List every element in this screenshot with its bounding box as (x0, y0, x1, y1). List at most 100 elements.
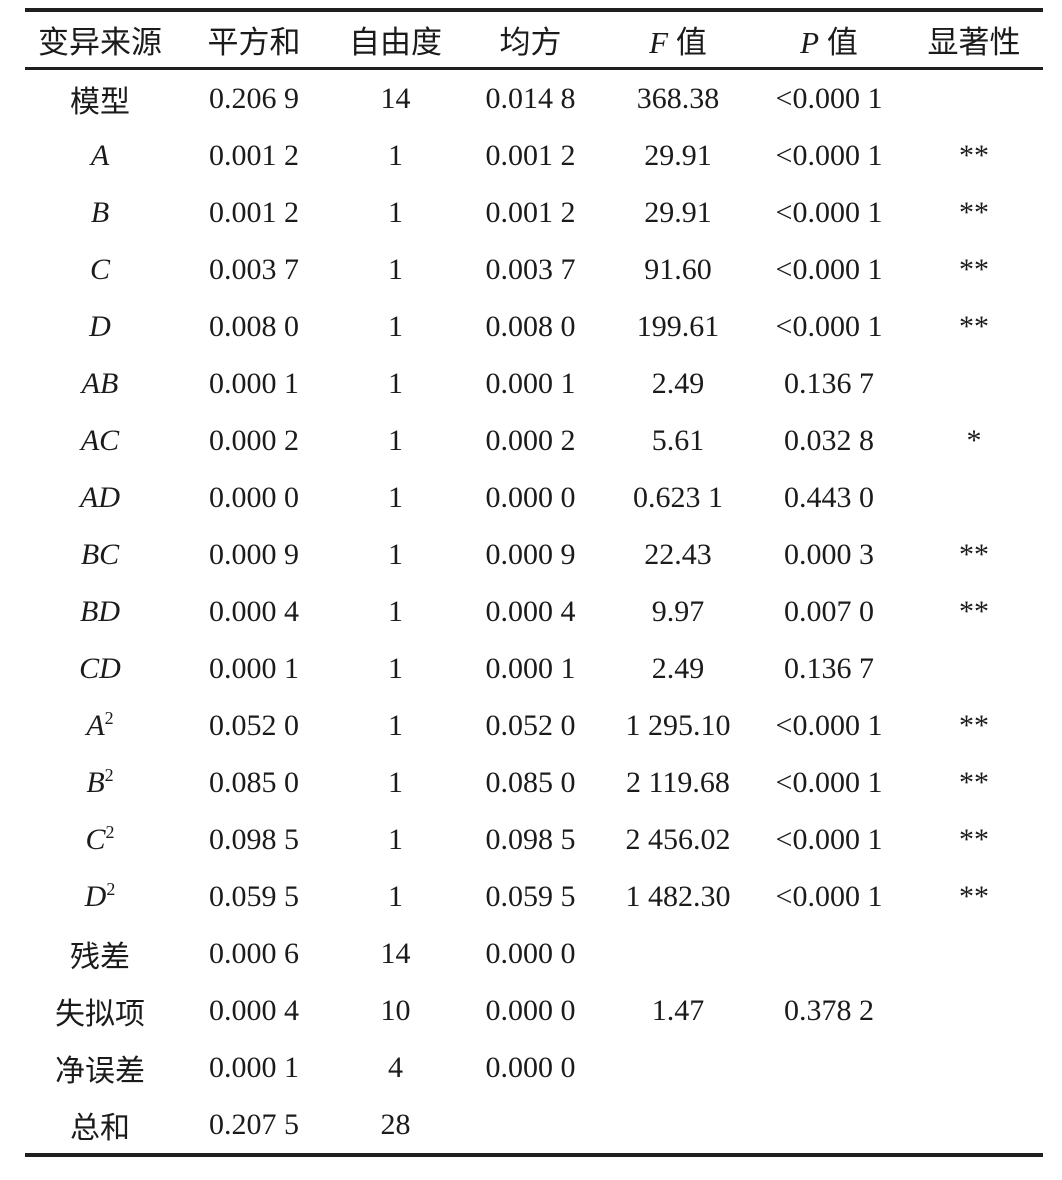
cell-p-value: 0.000 3 (784, 537, 874, 571)
cell-source: 模型 (70, 85, 130, 119)
cell-sum-of-squares: 0.052 0 (209, 708, 299, 742)
cell-source: 失拟项 (55, 997, 145, 1031)
cell-degrees-of-freedom: 1 (388, 822, 403, 856)
cell-degrees-of-freedom: 10 (380, 993, 411, 1027)
cell-mean-square: 0.052 0 (485, 708, 576, 742)
cell-significance: ** (959, 195, 989, 229)
cell-p-value: <0.000 1 (775, 309, 883, 343)
cell-mean-square: 0.000 0 (485, 1050, 576, 1084)
cell-source: AD (80, 480, 120, 514)
table-row: 失拟项 0.000 4 10 0.000 0 1.47 0.378 2 (25, 982, 1043, 1039)
cell-mean-square: 0.000 0 (485, 993, 576, 1027)
header-p-value: P 值 (753, 10, 905, 70)
anova-table: 变异来源 平方和 自由度 均方 F 值 P 值 显著性 模型 0.206 9 1… (25, 8, 1043, 1157)
table-row: 净误差 0.000 1 4 0.000 0 (25, 1039, 1043, 1096)
cell-f-value: 1 482.30 (625, 879, 731, 913)
cell-p-value (753, 1039, 905, 1096)
table-body: 模型 0.206 9 14 0.014 8 368.38 <0.000 1 A … (25, 69, 1043, 1156)
cell-mean-square (458, 1096, 603, 1155)
cell-mean-square: 0.000 4 (485, 594, 576, 628)
cell-p-value: <0.000 1 (775, 195, 883, 229)
cell-degrees-of-freedom: 1 (388, 480, 403, 514)
cell-f-value (603, 1039, 753, 1096)
cell-p-value: <0.000 1 (775, 252, 883, 286)
cell-sum-of-squares: 0.000 1 (209, 366, 299, 400)
cell-source: 净误差 (55, 1054, 145, 1088)
cell-source: AB (81, 366, 119, 400)
table-row: D2 0.059 5 1 0.059 5 1 482.30 <0.000 1 *… (25, 868, 1043, 925)
table-row: D 0.008 0 1 0.008 0 199.61 <0.000 1 ** (25, 298, 1043, 355)
table-row: 残差 0.000 6 14 0.000 0 (25, 925, 1043, 982)
cell-sum-of-squares: 0.001 2 (209, 195, 299, 229)
cell-p-value: 0.136 7 (784, 651, 874, 685)
cell-sum-of-squares: 0.207 5 (209, 1107, 299, 1141)
cell-p-value: <0.000 1 (775, 81, 883, 115)
cell-f-value: 2.49 (651, 366, 705, 400)
table-row: BD 0.000 4 1 0.000 4 9.97 0.007 0 ** (25, 583, 1043, 640)
cell-significance (905, 982, 1043, 1039)
cell-significance: ** (959, 594, 989, 628)
cell-mean-square: 0.000 0 (485, 936, 576, 970)
cell-mean-square: 0.014 8 (485, 81, 576, 115)
cell-significance: ** (959, 879, 989, 913)
cell-source: D2 (84, 878, 116, 913)
cell-significance (905, 1039, 1043, 1096)
cell-p-value: 0.136 7 (784, 366, 874, 400)
cell-f-value (603, 925, 753, 982)
cell-f-value: 22.43 (644, 537, 712, 571)
cell-f-value: 2.49 (651, 651, 705, 685)
cell-significance: * (966, 423, 982, 457)
cell-sum-of-squares: 0.000 2 (209, 423, 299, 457)
cell-f-value: 29.91 (644, 195, 712, 229)
cell-mean-square: 0.000 0 (485, 480, 576, 514)
cell-degrees-of-freedom: 14 (380, 81, 411, 115)
cell-mean-square: 0.003 7 (485, 252, 576, 286)
cell-p-value: <0.000 1 (775, 765, 883, 799)
cell-f-value: 5.61 (651, 423, 705, 457)
anova-table-header: 变异来源 平方和 自由度 均方 F 值 P 值 显著性 (25, 10, 1043, 70)
header-mean-square: 均方 (458, 10, 603, 70)
table-row: C 0.003 7 1 0.003 7 91.60 <0.000 1 ** (25, 241, 1043, 298)
cell-source: C (89, 252, 110, 286)
cell-source: B (90, 195, 110, 229)
cell-source: B2 (86, 764, 114, 799)
header-sum-of-squares: 平方和 (175, 10, 333, 70)
cell-sum-of-squares: 0.008 0 (209, 309, 299, 343)
cell-p-value (753, 1096, 905, 1155)
table-row: AB 0.000 1 1 0.000 1 2.49 0.136 7 (25, 355, 1043, 412)
cell-f-value: 29.91 (644, 138, 712, 172)
cell-degrees-of-freedom: 4 (388, 1050, 403, 1084)
cell-degrees-of-freedom: 14 (380, 936, 411, 970)
cell-mean-square: 0.098 5 (485, 822, 576, 856)
cell-f-value: 0.623 1 (633, 480, 723, 514)
table-row: BC 0.000 9 1 0.000 9 22.43 0.000 3 ** (25, 526, 1043, 583)
cell-p-value: 0.032 8 (784, 423, 874, 457)
cell-significance (905, 925, 1043, 982)
cell-sum-of-squares: 0.059 5 (209, 879, 299, 913)
table-row: C2 0.098 5 1 0.098 5 2 456.02 <0.000 1 *… (25, 811, 1043, 868)
cell-p-value: 0.378 2 (784, 993, 874, 1027)
cell-degrees-of-freedom: 1 (388, 195, 403, 229)
cell-mean-square: 0.000 1 (485, 366, 576, 400)
cell-degrees-of-freedom: 1 (388, 879, 403, 913)
cell-sum-of-squares: 0.000 9 (209, 537, 299, 571)
cell-sum-of-squares: 0.000 0 (209, 480, 299, 514)
header-row: 变异来源 平方和 自由度 均方 F 值 P 值 显著性 (25, 10, 1043, 70)
cell-significance: ** (959, 252, 989, 286)
cell-f-value: 91.60 (644, 252, 712, 286)
cell-degrees-of-freedom: 1 (388, 366, 403, 400)
header-f-value: F 值 (603, 10, 753, 70)
cell-sum-of-squares: 0.001 2 (209, 138, 299, 172)
cell-mean-square: 0.000 1 (485, 651, 576, 685)
cell-sum-of-squares: 0.085 0 (209, 765, 299, 799)
cell-f-value: 1 295.10 (625, 708, 731, 742)
cell-source: BD (80, 594, 120, 628)
cell-significance: ** (959, 309, 989, 343)
cell-significance: ** (959, 537, 989, 571)
cell-significance (905, 69, 1043, 128)
table-row: A 0.001 2 1 0.001 2 29.91 <0.000 1 ** (25, 127, 1043, 184)
cell-degrees-of-freedom: 1 (388, 651, 403, 685)
cell-source: 总和 (70, 1111, 130, 1145)
cell-degrees-of-freedom: 1 (388, 708, 403, 742)
cell-sum-of-squares: 0.000 6 (209, 936, 299, 970)
